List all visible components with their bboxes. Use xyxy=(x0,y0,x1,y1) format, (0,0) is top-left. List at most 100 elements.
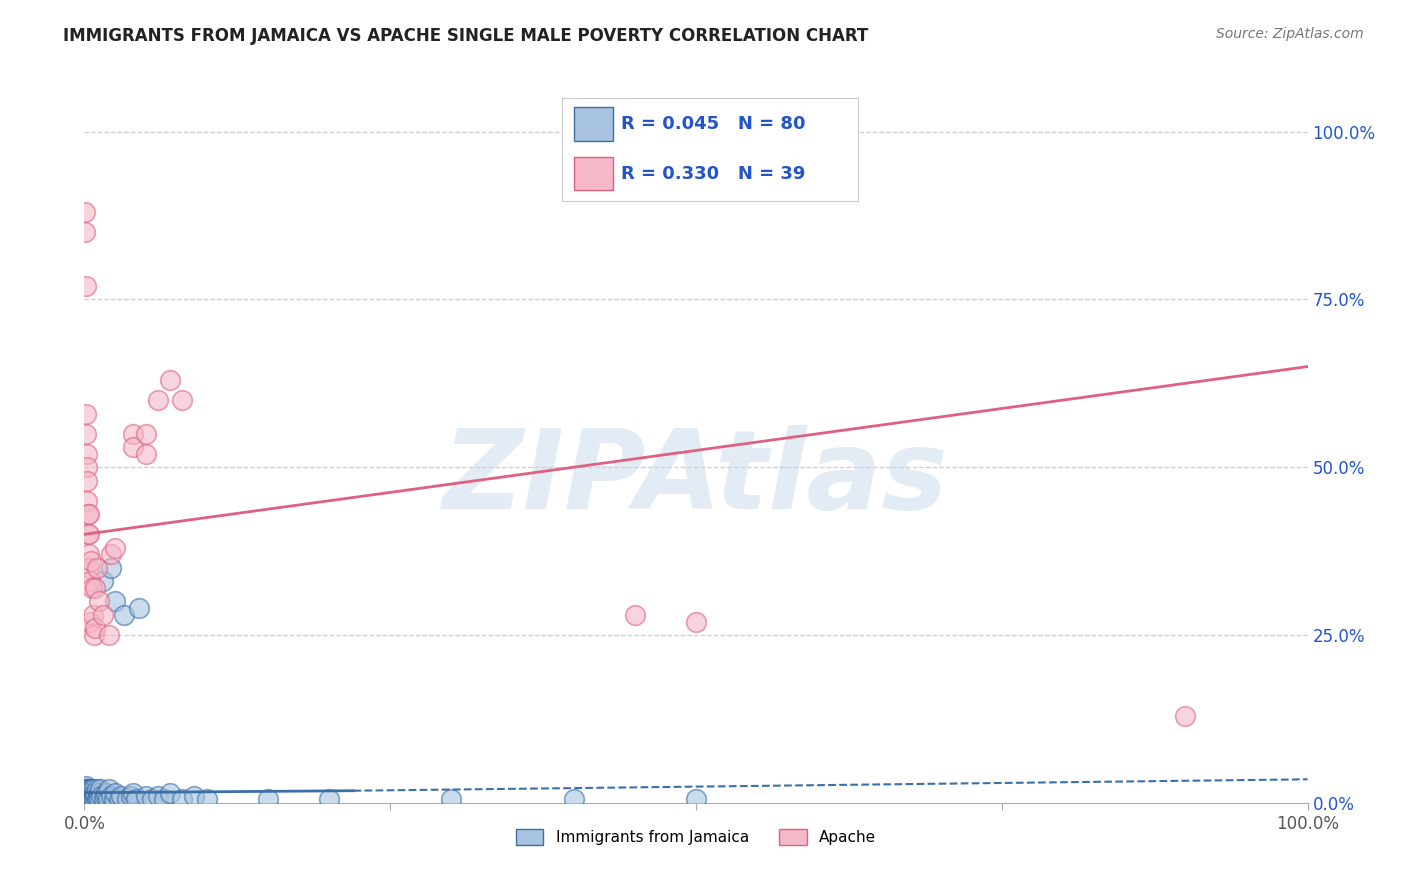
Point xyxy=(104,786,127,800)
Point xyxy=(82,792,104,806)
Point xyxy=(83,792,105,806)
Point xyxy=(135,426,157,441)
Point xyxy=(79,786,101,800)
Point xyxy=(107,792,129,806)
Point xyxy=(75,426,97,441)
Point xyxy=(141,792,163,806)
Text: R = 0.045   N = 80: R = 0.045 N = 80 xyxy=(621,115,806,133)
Point xyxy=(77,507,100,521)
Point xyxy=(104,594,127,608)
Point xyxy=(76,460,98,475)
Point xyxy=(86,561,108,575)
Point xyxy=(76,474,98,488)
Point xyxy=(75,225,97,239)
Point xyxy=(125,792,148,806)
Point xyxy=(76,782,98,797)
Point xyxy=(77,786,100,800)
Text: IMMIGRANTS FROM JAMAICA VS APACHE SINGLE MALE POVERTY CORRELATION CHART: IMMIGRANTS FROM JAMAICA VS APACHE SINGLE… xyxy=(63,27,869,45)
Point xyxy=(79,615,101,629)
Point xyxy=(90,789,112,803)
Point xyxy=(84,786,107,800)
Point xyxy=(79,789,101,803)
Point xyxy=(146,789,169,803)
Point xyxy=(83,782,105,797)
Point xyxy=(75,779,97,793)
Point xyxy=(79,782,101,797)
Point xyxy=(685,792,707,806)
FancyBboxPatch shape xyxy=(574,107,613,141)
Point xyxy=(75,789,97,803)
Point xyxy=(83,628,105,642)
Point xyxy=(96,786,118,800)
Point xyxy=(77,527,100,541)
Point xyxy=(76,792,98,806)
Text: Source: ZipAtlas.com: Source: ZipAtlas.com xyxy=(1216,27,1364,41)
Point xyxy=(82,607,104,622)
Point xyxy=(77,789,100,803)
Point xyxy=(84,581,107,595)
Point xyxy=(110,789,132,803)
Point xyxy=(80,782,103,797)
Point xyxy=(562,792,585,806)
Point xyxy=(624,607,647,622)
Point xyxy=(76,789,98,803)
Point xyxy=(1174,708,1197,723)
Point xyxy=(146,393,169,408)
Point xyxy=(80,581,103,595)
Legend: Immigrants from Jamaica, Apache: Immigrants from Jamaica, Apache xyxy=(509,823,883,852)
Point xyxy=(257,792,280,806)
Point xyxy=(77,507,100,521)
Point xyxy=(84,789,107,803)
Point xyxy=(685,615,707,629)
Point xyxy=(172,792,194,806)
Point xyxy=(76,493,98,508)
Point xyxy=(115,792,138,806)
Point xyxy=(159,373,181,387)
Point xyxy=(77,561,100,575)
Point xyxy=(77,527,100,541)
Point xyxy=(77,789,100,803)
Point xyxy=(100,789,122,803)
Point xyxy=(76,786,98,800)
Point xyxy=(87,594,110,608)
Point xyxy=(80,792,103,806)
Point xyxy=(76,789,98,803)
Point xyxy=(440,792,463,806)
Point xyxy=(100,561,122,575)
Point xyxy=(80,786,103,800)
Point xyxy=(122,786,145,800)
Text: ZIPAtlas: ZIPAtlas xyxy=(443,425,949,533)
Point xyxy=(80,554,103,568)
Point xyxy=(93,792,115,806)
Point xyxy=(104,541,127,555)
Point xyxy=(318,792,340,806)
Point xyxy=(77,792,100,806)
Point xyxy=(75,782,97,797)
Point xyxy=(84,621,107,635)
Point xyxy=(89,782,111,797)
Point xyxy=(79,789,101,803)
Point xyxy=(75,789,97,803)
Point xyxy=(77,782,100,797)
Point xyxy=(79,792,101,806)
Point xyxy=(100,548,122,562)
Point xyxy=(82,782,104,797)
Point xyxy=(183,789,205,803)
Point xyxy=(80,789,103,803)
Point xyxy=(83,786,105,800)
Point xyxy=(76,786,98,800)
Point xyxy=(76,447,98,461)
Point xyxy=(120,789,142,803)
Point xyxy=(153,792,176,806)
Point xyxy=(77,548,100,562)
Point xyxy=(75,407,97,421)
Point xyxy=(79,574,101,589)
FancyBboxPatch shape xyxy=(574,157,613,190)
Point xyxy=(76,792,98,806)
Point xyxy=(91,574,114,589)
Point xyxy=(91,607,114,622)
Point xyxy=(77,792,100,806)
Point xyxy=(75,792,97,806)
Point xyxy=(97,782,120,797)
Point xyxy=(97,792,120,806)
